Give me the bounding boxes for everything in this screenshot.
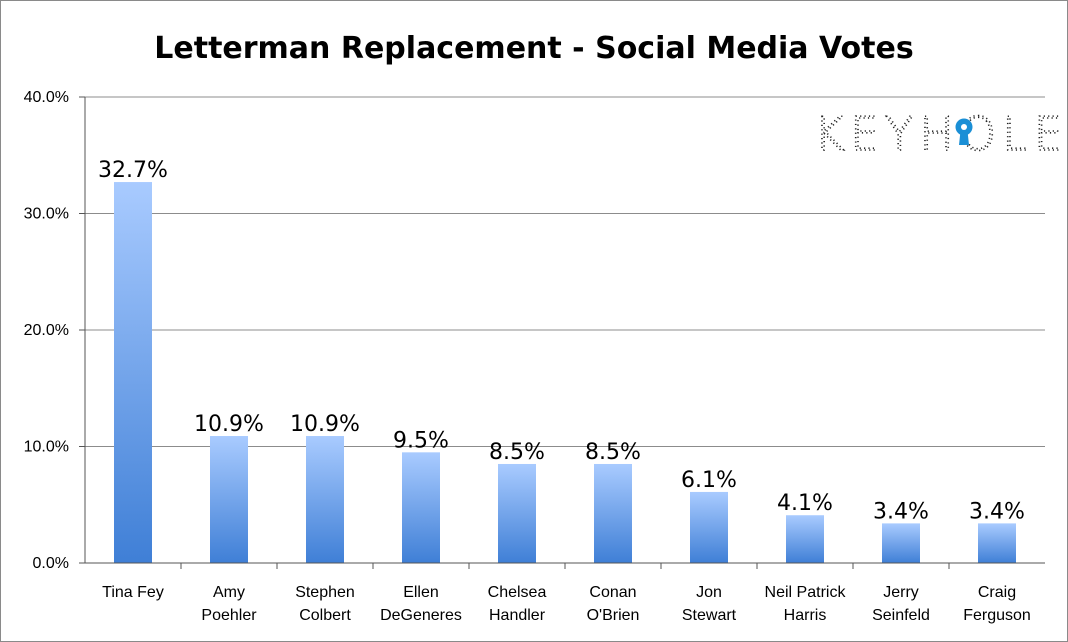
keyhole-icon	[955, 118, 973, 145]
x-tick-label: Ellen DeGeneres	[380, 584, 462, 624]
x-tick-label: Chelsea Handler	[488, 584, 547, 624]
x-tick-label: Craig Ferguson	[963, 584, 1031, 624]
x-tick-label: Neil Patrick Harris	[765, 584, 847, 624]
data-label: 32.7%	[98, 158, 168, 183]
y-tick-label: 20.0%	[24, 322, 69, 339]
logo-text: KEYHOLE	[814, 107, 1068, 161]
data-label: 8.5%	[489, 440, 545, 465]
bar	[114, 182, 152, 564]
y-axis: 0.0% 10.0% 20.0% 30.0% 40.0%	[24, 89, 86, 572]
data-label: 4.1%	[777, 491, 833, 516]
data-label: 10.9%	[194, 412, 264, 437]
chart-title: Letterman Replacement - Social Media Vot…	[154, 31, 913, 66]
data-label: 9.5%	[393, 428, 449, 453]
bar	[882, 523, 920, 563]
x-tick-label: Jerry Seinfeld	[872, 584, 930, 624]
y-tick-label: 30.0%	[24, 206, 69, 223]
bar	[690, 491, 728, 563]
bar	[306, 436, 344, 563]
bar	[210, 436, 248, 563]
x-tick-label: Jon Stewart	[682, 584, 737, 624]
keyhole-logo: KEYHOLE	[813, 106, 1068, 162]
data-label: 3.4%	[873, 499, 929, 524]
y-tick-label: 0.0%	[33, 555, 69, 572]
x-axis: Tina Fey Amy Poehler Stephen Colbert Ellen DeG…	[85, 562, 1045, 624]
x-tick-label: Amy Poehler	[201, 584, 257, 624]
data-label: 3.4%	[969, 499, 1025, 524]
data-label: 8.5%	[585, 440, 641, 465]
x-tick-label: Stephen Colbert	[295, 584, 355, 624]
bars: 32.7% 10.9% 10.9% 9.5% 8.5% 8.5% 6.1% 4.1% 3.4% 3…	[98, 158, 1025, 564]
data-label: 6.1%	[681, 468, 737, 493]
x-tick-label: Conan O'Brien	[587, 584, 640, 624]
data-label: 10.9%	[290, 412, 360, 437]
bar	[786, 515, 824, 563]
bar	[978, 523, 1016, 563]
bar	[594, 463, 632, 563]
x-tick-label: Tina Fey	[102, 584, 164, 601]
y-tick-label: 10.0%	[24, 439, 69, 456]
bar	[498, 463, 536, 563]
bar	[402, 452, 440, 563]
y-tick-label: 40.0%	[24, 89, 69, 106]
